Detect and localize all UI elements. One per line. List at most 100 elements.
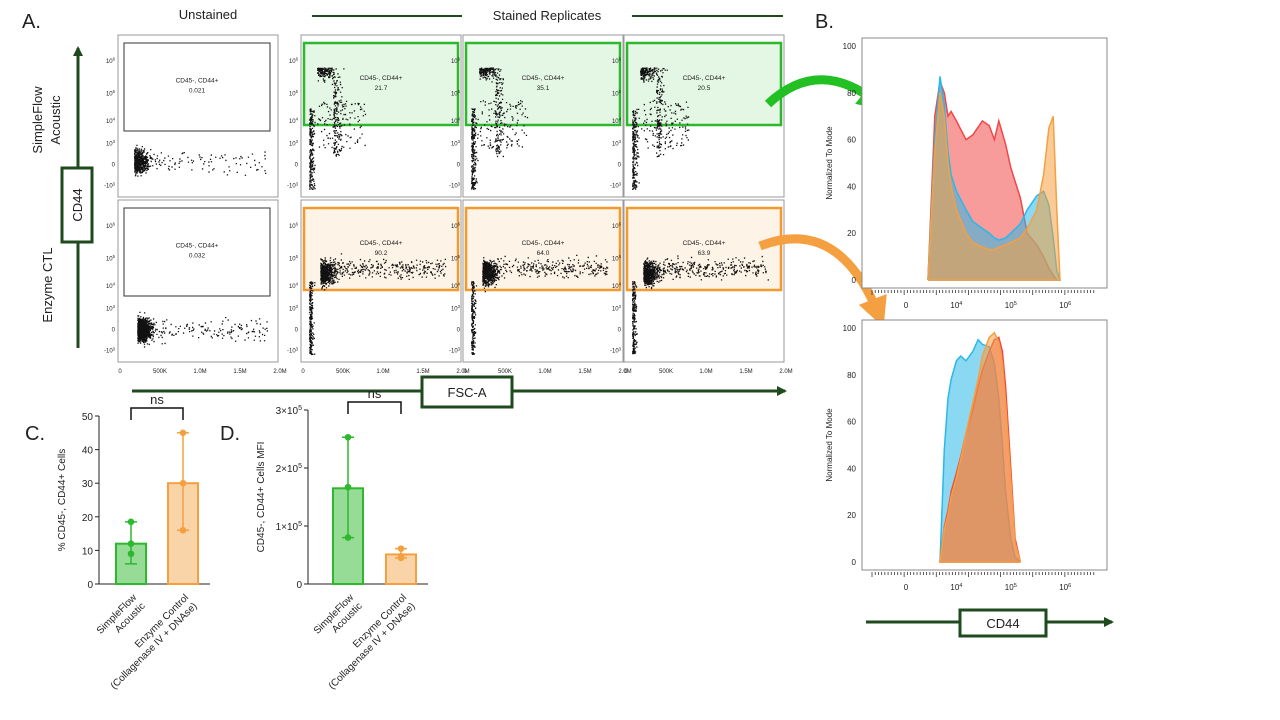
y-tick-label: 0 (618, 163, 622, 169)
x-tick-label: 0 (118, 369, 122, 375)
histogram-y-tick: 100 (843, 42, 857, 51)
scatter-points (632, 255, 769, 355)
fsc-axis-box (420, 375, 514, 409)
histogram-y-tick: 100 (843, 324, 857, 333)
y-tick-label: 103 (451, 139, 461, 147)
arrow-enzyme-to-histogram (758, 234, 887, 328)
histogram-y-tick: 40 (847, 182, 856, 191)
x-tick-label: 1.5M (233, 369, 246, 375)
y-tick-label: -103 (449, 181, 461, 189)
row-label-acoustic: SimpleFlow Acoustic (30, 86, 63, 154)
scatter-plot: 106 105 104 103 0 -103 CD45-, CD44+ 20.5 (610, 34, 785, 198)
data-point (344, 534, 352, 541)
panel-label-a: A. (22, 11, 41, 33)
y-tick-label: 106 (289, 57, 299, 65)
histogram-y-tick: 60 (847, 418, 856, 427)
x-tick-label: 500K (153, 369, 167, 375)
scatter-plot-frame (623, 34, 785, 198)
bar-y-tick-label: 40 (82, 446, 94, 457)
histogram-x-tick: 104 (950, 583, 962, 592)
gate-label: CD45-, CD44+ (522, 75, 565, 82)
unstained-title: Unstained (179, 7, 238, 22)
significance-label: ns (368, 386, 382, 401)
x-tick-label: 1.5M (416, 369, 429, 375)
gate-box (302, 41, 460, 127)
y-tick-label: -103 (287, 346, 299, 354)
y-tick-label: 104 (106, 116, 116, 124)
y-tick-label: 104 (612, 281, 622, 289)
bar-y-tick-label: 1×105 (276, 521, 303, 533)
y-tick-label: 105 (451, 254, 461, 262)
histogram-cd44-box (958, 608, 1048, 638)
bar-y-tick-label: 50 (82, 412, 94, 423)
histogram-series (939, 331, 1022, 563)
y-tick-label: 103 (451, 304, 461, 312)
y-tick-label: -103 (610, 346, 622, 354)
histogram-y-tick: 20 (847, 511, 856, 520)
panel-label-c: C. (25, 423, 45, 445)
bar-y-tick-label: 0 (87, 580, 93, 591)
y-tick-label: 105 (451, 89, 461, 97)
x-tick-label: 500K (659, 369, 673, 375)
scatter-plot: 106 105 104 103 0 -103 CD45-, CD44+ 64.0 0 500K 1.… (449, 199, 632, 375)
y-tick-label: -103 (104, 181, 116, 189)
x-tick-label: 1.0M (376, 369, 389, 375)
svg-text:CD44: CD44 (70, 188, 85, 221)
y-tick-label: 105 (612, 89, 622, 97)
significance-bracket (347, 401, 402, 414)
y-tick-label: -103 (287, 181, 299, 189)
y-tick-label: 103 (289, 304, 299, 312)
scatter-points (632, 67, 690, 190)
histogram-y-label: Normalized To Mode (825, 126, 834, 200)
y-tick-label: 106 (106, 57, 116, 65)
gate-label: CD45-, CD44+ (683, 240, 726, 247)
bar-y-tick-label: 30 (82, 479, 94, 490)
bar-y-tick-label: 20 (82, 513, 94, 524)
y-tick-label: -103 (449, 346, 461, 354)
data-point (127, 550, 135, 558)
histogram-bottom: 0 20 40 60 80 100 Normalized To Mode 0 104 105 106 (825, 319, 1108, 592)
y-tick-label: 106 (106, 222, 116, 230)
histogram-y-tick: 60 (847, 136, 856, 145)
significance-label: ns (150, 392, 164, 407)
x-tick-label: 500K (336, 369, 350, 375)
scatter-grid: 106 105 104 103 0 -103 CD45-, CD44+ 0.021 106 105… (104, 34, 793, 375)
stained-title: Stained Replicates (493, 8, 602, 23)
x-tick-label: 0 (624, 369, 628, 375)
histogram-y-tick: 80 (847, 371, 856, 380)
histogram-top: 0 20 40 60 80 100 Normalized To Mode 0 104 105 106 (825, 37, 1108, 310)
bar-y-tick-label: 10 (82, 546, 94, 557)
bar-y-tick-label: 2×105 (276, 463, 303, 475)
histogram-x-tick: 0 (904, 301, 909, 310)
gate-label: CD45-, CD44+ (176, 243, 219, 250)
gate-label: CD45-, CD44+ (360, 240, 403, 247)
y-tick-label: -103 (610, 181, 622, 189)
x-tick-label: 1.0M (699, 369, 712, 375)
data-point (344, 433, 352, 441)
scatter-plot: 106 105 104 103 0 -103 CD45-, CD44+ 63.9 0 500K 1.… (610, 199, 793, 375)
y-tick-label: 106 (289, 222, 299, 230)
data-point (344, 483, 352, 491)
data-point (179, 479, 187, 487)
y-tick-label: 105 (289, 254, 299, 262)
y-tick-label: 103 (612, 304, 622, 312)
histogram-cd44-label: CD44 (986, 616, 1019, 631)
panel-label-b: B. (815, 11, 834, 33)
data-point (397, 545, 405, 552)
x-tick-label: 2.0M (456, 369, 469, 375)
scatter-plot: 106 105 104 103 0 -103 CD45-, CD44+ 0.021 (104, 34, 279, 198)
bar-y-tick-label: 0 (296, 580, 302, 591)
histogram-x-tick: 0 (904, 583, 909, 592)
x-tick-label: 1.5M (739, 369, 752, 375)
histogram-y-tick: 0 (852, 276, 857, 285)
gate-percentage: 90.2 (375, 250, 388, 257)
x-tick-label: 1.0M (538, 369, 551, 375)
y-tick-label: 0 (112, 328, 116, 334)
gate-label: CD45-, CD44+ (360, 75, 403, 82)
histogram-series (927, 92, 1061, 281)
y-tick-label: 103 (106, 139, 116, 147)
scatter-plot: 106 105 104 103 0 -103 CD45-, CD44+ 0.032 0 500K 1… (104, 199, 287, 375)
data-point (397, 554, 405, 562)
y-tick-label: 105 (612, 254, 622, 262)
cd44-axis-label: CD44 (70, 188, 85, 221)
